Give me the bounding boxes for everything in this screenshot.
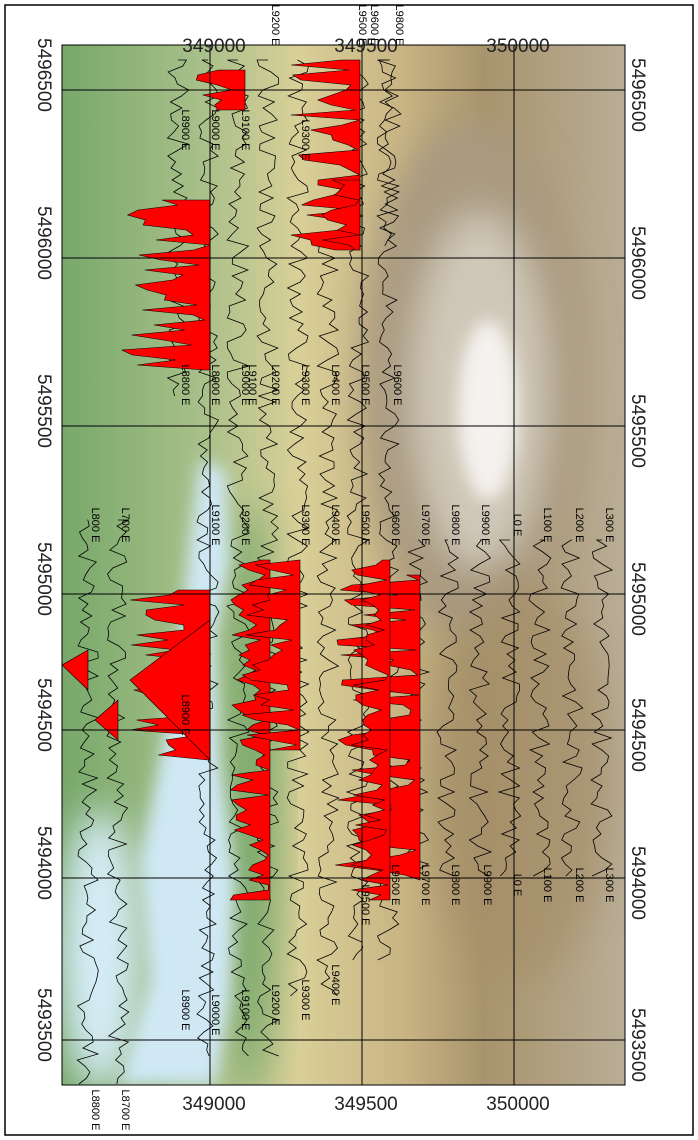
line-label: L8900 E [179, 695, 191, 736]
line-label: L9500 E [359, 505, 371, 546]
line-label: L8900 E [179, 110, 191, 151]
line-label: L9300 E [299, 120, 311, 161]
line-label: L9400 E [329, 965, 341, 1006]
line-label: L700 E [119, 508, 131, 543]
northing-label: 5495000 [33, 542, 54, 616]
northing-label: 5494500 [627, 698, 648, 772]
line-label: L9600 E [389, 505, 401, 546]
line-label: L9100 E [209, 505, 221, 546]
northing-label: 5494000 [627, 846, 648, 920]
line-label: L8700 E [119, 1090, 131, 1131]
line-label: L8800 E [179, 365, 191, 406]
line-label: L9300 E [299, 365, 311, 406]
easting-label: 350000 [486, 36, 549, 57]
line-label: L0 E [511, 514, 523, 537]
line-label: L200 E [573, 508, 585, 543]
line-label: L8900 E [179, 990, 191, 1031]
line-label: L9800 E [449, 865, 461, 906]
line-label: L9200 E [269, 985, 281, 1026]
northing-label: 5493500 [627, 1008, 648, 1082]
northing-label: 5495500 [33, 374, 54, 448]
easting-label: 349000 [182, 1094, 245, 1115]
line-label: L9400 E [329, 505, 341, 546]
line-label: L9700 E [419, 505, 431, 546]
easting-label: 350000 [486, 1094, 549, 1115]
line-label: L9500 E [359, 365, 371, 406]
easting-label: 349000 [182, 36, 245, 57]
line-label: L8800 E [89, 1090, 101, 1131]
line-label: L9100 E [239, 110, 251, 151]
terrain [60, 45, 625, 1100]
line-label: L800 E [89, 508, 101, 543]
line-label: L9600 E [368, 5, 380, 46]
line-label: L9200 E [269, 365, 281, 406]
line-label: L9200 E [269, 5, 281, 46]
line-label: L9100 E [246, 365, 258, 406]
line-label: L9800 E [393, 5, 405, 46]
line-label: L100 E [541, 508, 553, 543]
line-label: L300 E [603, 508, 615, 543]
line-label: L9000 E [209, 995, 221, 1036]
northing-label: 5495500 [627, 394, 648, 468]
line-label: L9300 E [299, 980, 311, 1021]
northing-label: 5495000 [627, 562, 648, 636]
map-figure: 3490003495003500003490003495003500005496… [0, 0, 698, 1140]
line-label: L9300 E [299, 505, 311, 546]
line-label: L9800 E [449, 505, 461, 546]
northing-label: 5493500 [33, 988, 54, 1062]
line-label: L9600 E [391, 365, 403, 406]
line-label: L9400 E [329, 365, 341, 406]
line-label: L9900 E [479, 505, 491, 546]
northing-label: 5494500 [33, 678, 54, 752]
line-label: L200 E [573, 868, 585, 903]
northing-label: 5496000 [627, 226, 648, 300]
line-label: L100 E [541, 868, 553, 903]
line-label: L0 E [511, 874, 523, 897]
northing-label: 5496500 [33, 38, 54, 112]
line-label: L8900 E [209, 365, 221, 406]
northing-label: 5496500 [627, 58, 648, 132]
northing-label: 5496000 [33, 206, 54, 280]
northing-label: 5494000 [33, 826, 54, 900]
line-label: L9700 E [419, 865, 431, 906]
line-label: L9900 E [481, 865, 493, 906]
line-label: L9000 E [209, 110, 221, 151]
line-label: L9500 E [359, 885, 371, 926]
line-label: L9200 E [239, 505, 251, 546]
line-label: L9600 E [389, 865, 401, 906]
easting-label: 349500 [334, 1094, 397, 1115]
line-label: L300 E [603, 868, 615, 903]
line-label: L9100 E [239, 990, 251, 1031]
line-label: L9500 E [356, 5, 368, 46]
